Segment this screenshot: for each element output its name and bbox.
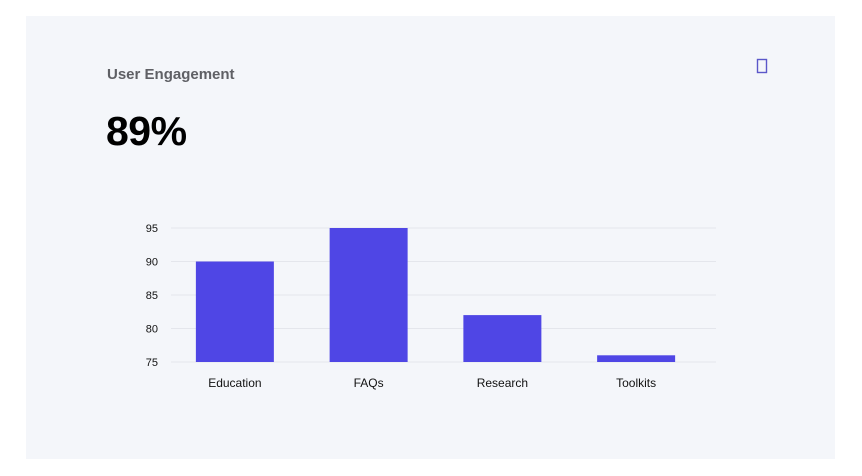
bar-chart: 75 80 85 90 95 Education FAQs Research Toolkits [146,223,716,390]
x-tick-label: Toolkits [616,376,656,390]
y-tick-label: 90 [146,257,158,269]
info-icon[interactable] [756,58,768,74]
bar-research[interactable] [463,315,542,362]
bar-toolkits[interactable] [597,355,676,362]
y-tick-label: 85 [146,290,158,302]
y-tick-label: 95 [146,223,158,235]
x-tick-label: FAQs [354,376,384,390]
y-tick-label: 80 [146,324,158,336]
y-tick-label: 75 [146,357,158,369]
engagement-card: User Engagement 89% 75 80 85 90 95 Education F… [26,16,835,459]
card-title: User Engagement [107,66,235,83]
engagement-metric: 89% [106,108,187,154]
bar-education[interactable] [195,261,274,363]
x-tick-label: Research [477,376,528,390]
bar-faqs[interactable] [329,228,408,362]
x-tick-label: Education [208,376,261,390]
